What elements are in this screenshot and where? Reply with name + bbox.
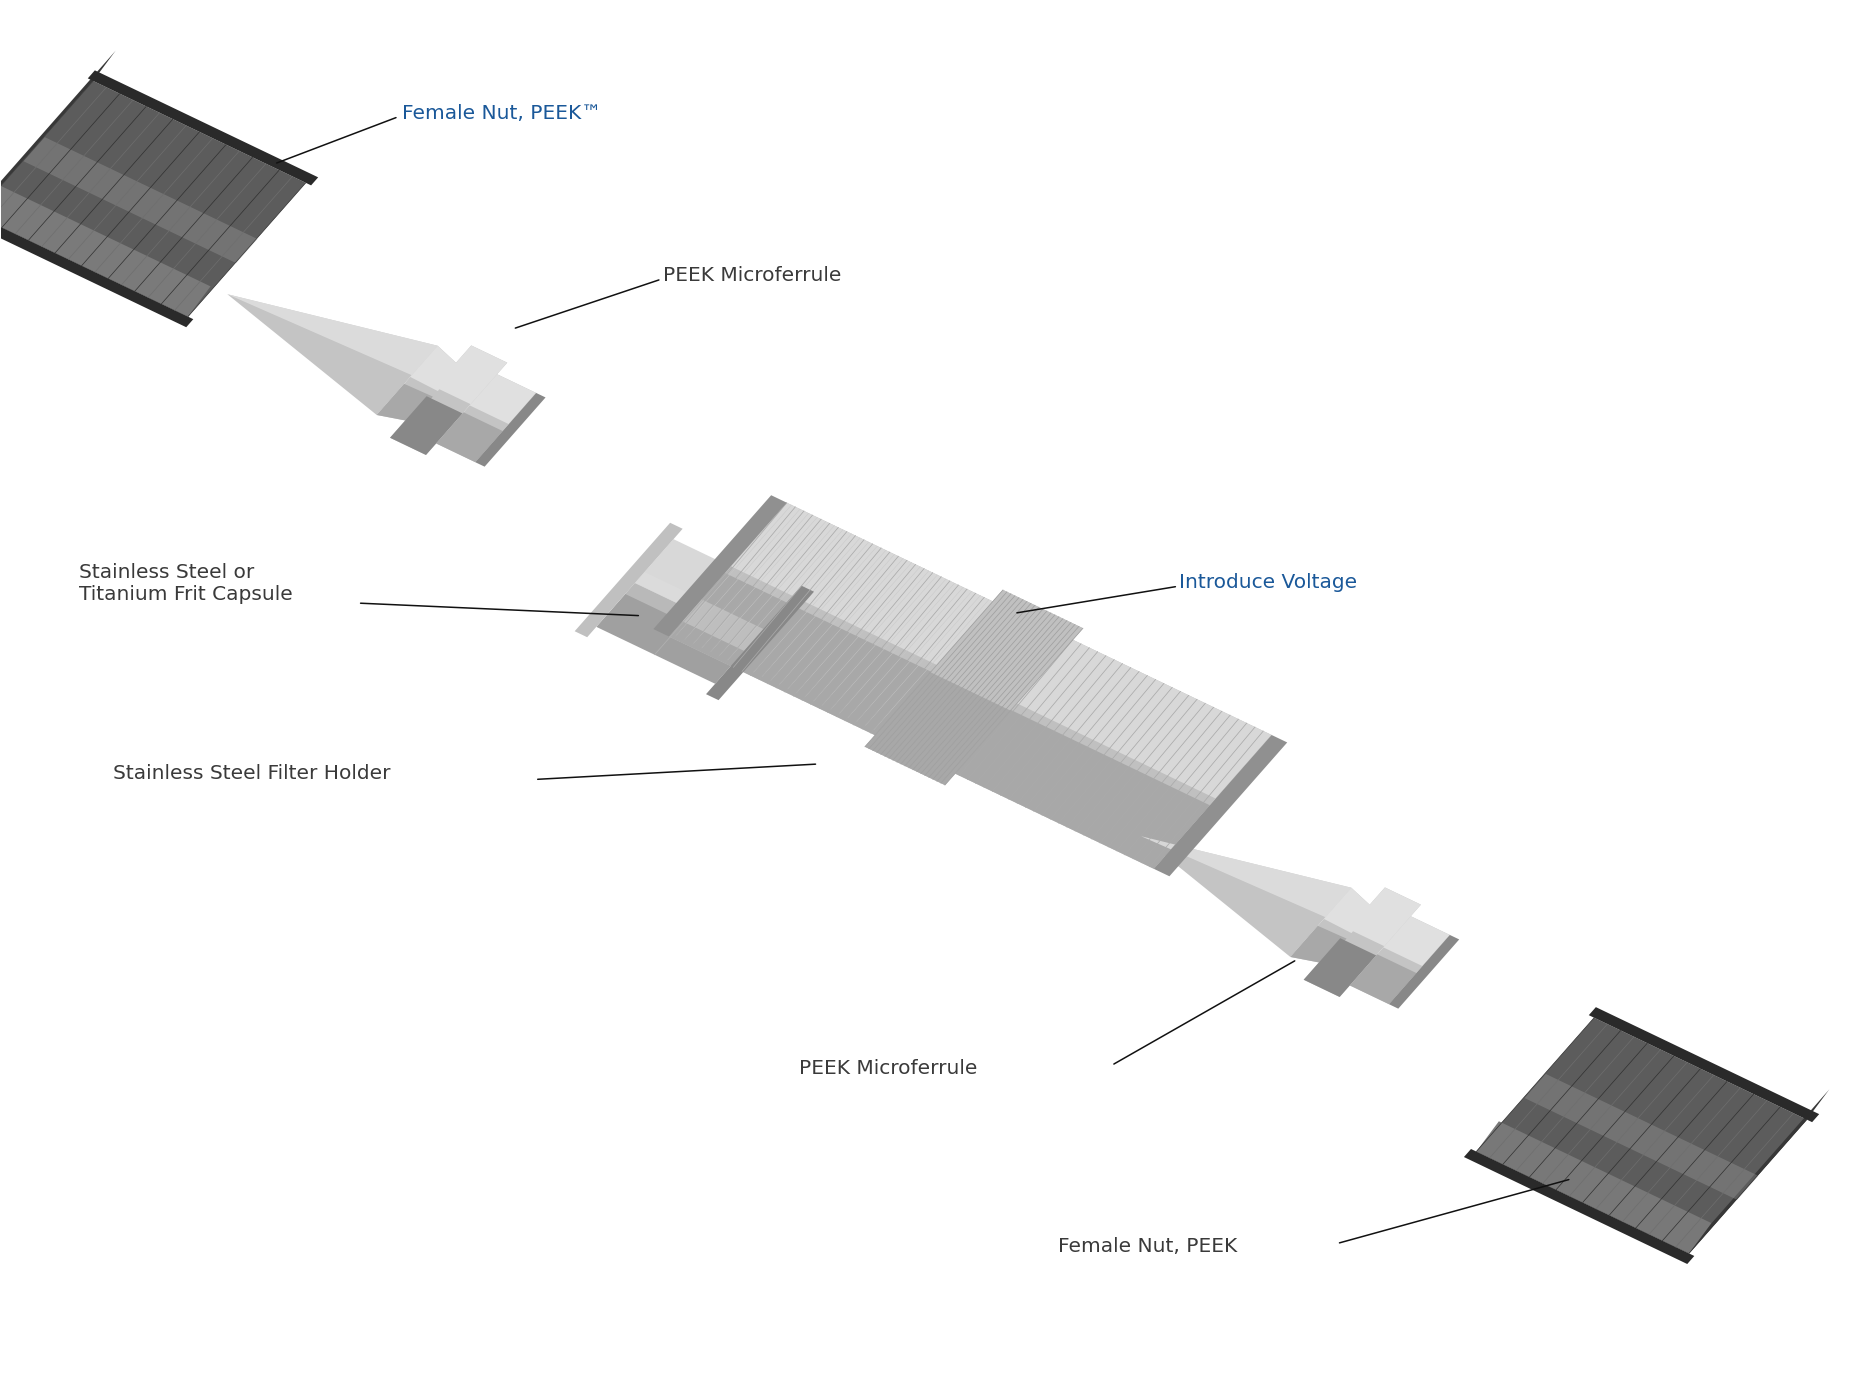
Polygon shape (0, 51, 116, 215)
Polygon shape (864, 672, 1011, 785)
Polygon shape (944, 628, 1082, 785)
Text: PEEK Microferrule: PEEK Microferrule (799, 1059, 978, 1078)
Polygon shape (1476, 1018, 1806, 1253)
Text: Female Nut, PEEK: Female Nut, PEEK (1058, 1238, 1237, 1256)
Polygon shape (625, 571, 763, 651)
Polygon shape (1140, 836, 1351, 957)
Polygon shape (0, 81, 306, 317)
Polygon shape (1304, 887, 1420, 997)
Polygon shape (437, 412, 502, 463)
Polygon shape (1349, 916, 1450, 1004)
Polygon shape (1017, 640, 1271, 799)
Polygon shape (1291, 888, 1373, 964)
Polygon shape (1291, 925, 1347, 964)
Polygon shape (437, 375, 536, 463)
Polygon shape (476, 392, 545, 467)
Polygon shape (955, 640, 1271, 869)
Polygon shape (864, 589, 1004, 746)
Polygon shape (0, 212, 194, 328)
Polygon shape (705, 585, 814, 700)
Text: PEEK Microferrule: PEEK Microferrule (662, 266, 842, 285)
Polygon shape (575, 523, 683, 638)
Text: Female Nut, PEEK™: Female Nut, PEEK™ (401, 105, 601, 123)
Text: Stainless Steel Filter Holder: Stainless Steel Filter Holder (112, 764, 390, 784)
Polygon shape (377, 384, 433, 421)
Polygon shape (864, 589, 1082, 785)
Polygon shape (670, 503, 993, 735)
Polygon shape (1323, 888, 1373, 934)
Polygon shape (24, 138, 258, 263)
Polygon shape (435, 346, 508, 405)
Polygon shape (937, 589, 1082, 702)
Polygon shape (955, 711, 1209, 869)
Text: Stainless Steel or
Titanium Frit Capsule: Stainless Steel or Titanium Frit Capsule (78, 563, 293, 605)
Polygon shape (1349, 887, 1420, 946)
Polygon shape (1349, 954, 1416, 1004)
Polygon shape (731, 503, 993, 665)
Polygon shape (588, 529, 683, 638)
Polygon shape (228, 295, 439, 414)
Polygon shape (705, 585, 802, 694)
Polygon shape (634, 540, 793, 640)
Polygon shape (1588, 1007, 1819, 1122)
Polygon shape (0, 185, 211, 317)
Polygon shape (1465, 1148, 1694, 1264)
Polygon shape (1388, 935, 1459, 1009)
Polygon shape (670, 573, 931, 735)
Polygon shape (1383, 916, 1450, 967)
Polygon shape (1525, 1074, 1758, 1199)
Polygon shape (411, 346, 459, 391)
Polygon shape (88, 70, 319, 186)
Polygon shape (470, 375, 536, 424)
Polygon shape (1689, 1089, 1829, 1253)
Polygon shape (1153, 735, 1288, 876)
Polygon shape (1304, 938, 1377, 997)
Polygon shape (1140, 836, 1351, 917)
Polygon shape (653, 496, 787, 636)
Polygon shape (377, 346, 459, 421)
Text: Introduce Voltage: Introduce Voltage (1179, 573, 1357, 592)
Polygon shape (1476, 1121, 1711, 1253)
Polygon shape (228, 295, 439, 375)
Polygon shape (390, 346, 508, 454)
Polygon shape (390, 397, 463, 454)
Polygon shape (597, 582, 754, 684)
